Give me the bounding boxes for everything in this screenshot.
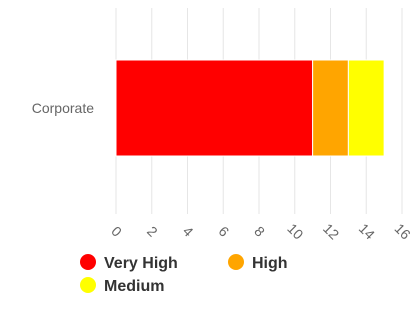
legend-swatch — [228, 254, 244, 270]
x-tick-label: 12 — [320, 220, 342, 242]
bar-high[interactable] — [312, 59, 349, 157]
x-tick-label: 0 — [108, 223, 125, 240]
x-tick-label: 2 — [144, 223, 161, 240]
legend-item-medium[interactable]: Medium — [80, 277, 164, 295]
legend-swatch — [80, 277, 96, 293]
legend-item-high[interactable]: High — [228, 254, 288, 272]
x-tick-label: 16 — [392, 220, 410, 242]
category-label: Corporate — [32, 100, 94, 116]
x-tick-label: 6 — [216, 223, 233, 240]
legend-item-very-high[interactable]: Very High — [80, 254, 178, 272]
x-tick-label: 14 — [356, 220, 378, 242]
x-tick-label: 8 — [251, 223, 268, 240]
bar-medium[interactable] — [347, 59, 385, 157]
bar-very-high[interactable] — [115, 59, 314, 157]
legend-label: High — [252, 255, 288, 272]
bars — [115, 59, 385, 157]
category-labels: Corporate — [32, 100, 94, 116]
legend-label: Medium — [104, 278, 164, 295]
legend[interactable]: Very High High Medium — [80, 254, 288, 295]
legend-swatch — [80, 254, 96, 270]
x-tick-label: 10 — [284, 220, 306, 242]
legend-label: Very High — [104, 255, 178, 272]
x-tick-labels: 0 2 4 6 8 10 12 14 16 — [108, 220, 410, 242]
x-tick-label: 4 — [180, 223, 197, 240]
